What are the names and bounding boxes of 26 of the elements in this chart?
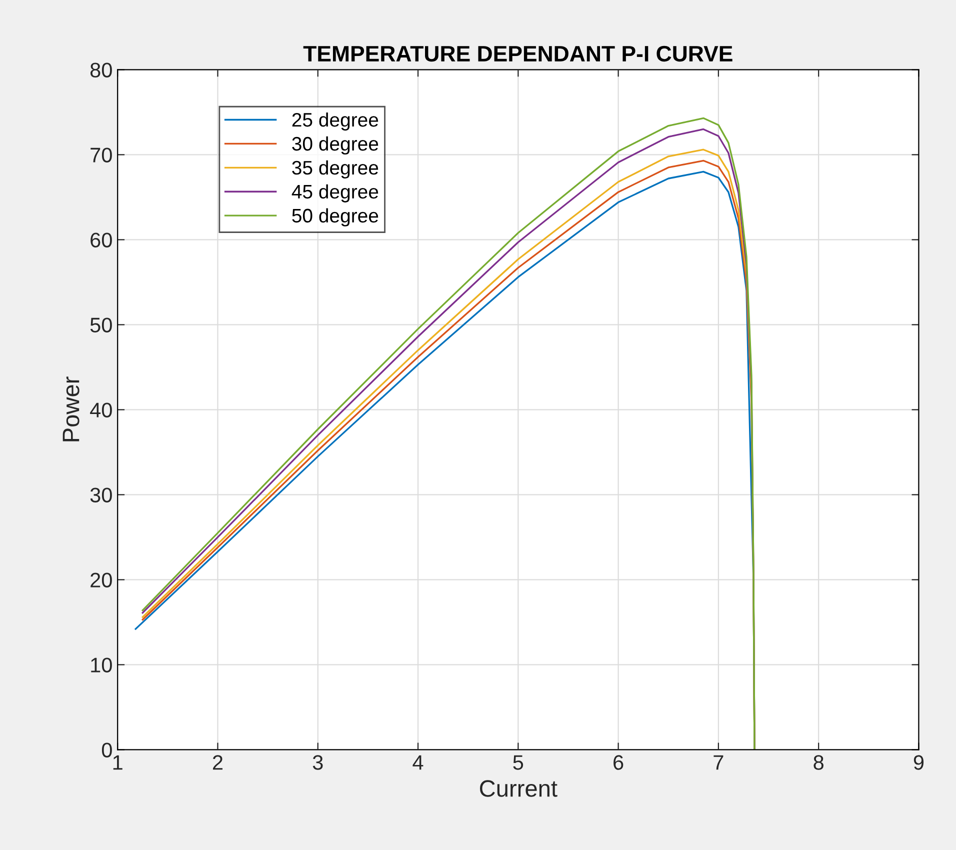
chart-title: TEMPERATURE DEPENDANT P-I CURVE [303,46,732,62]
y-tick-label: 40 [90,402,112,418]
x-tick-label: 2 [212,755,222,770]
legend-label: 25 degree [292,112,378,131]
y-tick-label: 10 [91,658,112,672]
x-tick-label: 6 [614,755,624,770]
y-tick-label: 20 [90,572,112,588]
legend-label: 50 degree [292,208,378,226]
legend-label: 45 degree [292,184,378,202]
legend-label: 35 degree [292,160,378,178]
x-tick-label: 1 [113,755,122,770]
x-tick-label: 8 [814,755,824,770]
x-tick-label: 4 [412,755,424,770]
y-tick-label: 70 [90,148,112,162]
x-tick-label: 5 [513,755,524,770]
x-tick-label: 7 [714,755,724,770]
y-tick-label: 0 [102,742,112,758]
x-tick-label: 3 [312,755,323,770]
y-tick-label: 60 [90,232,112,248]
y-tick-label: 80 [90,62,112,78]
legend-label: 30 degree [292,136,378,155]
y-axis-title: Power [62,376,80,442]
x-tick-label: 9 [914,755,924,770]
x-axis-title: Current [480,780,558,797]
y-tick-label: 30 [90,488,112,502]
y-tick-label: 50 [90,318,112,332]
